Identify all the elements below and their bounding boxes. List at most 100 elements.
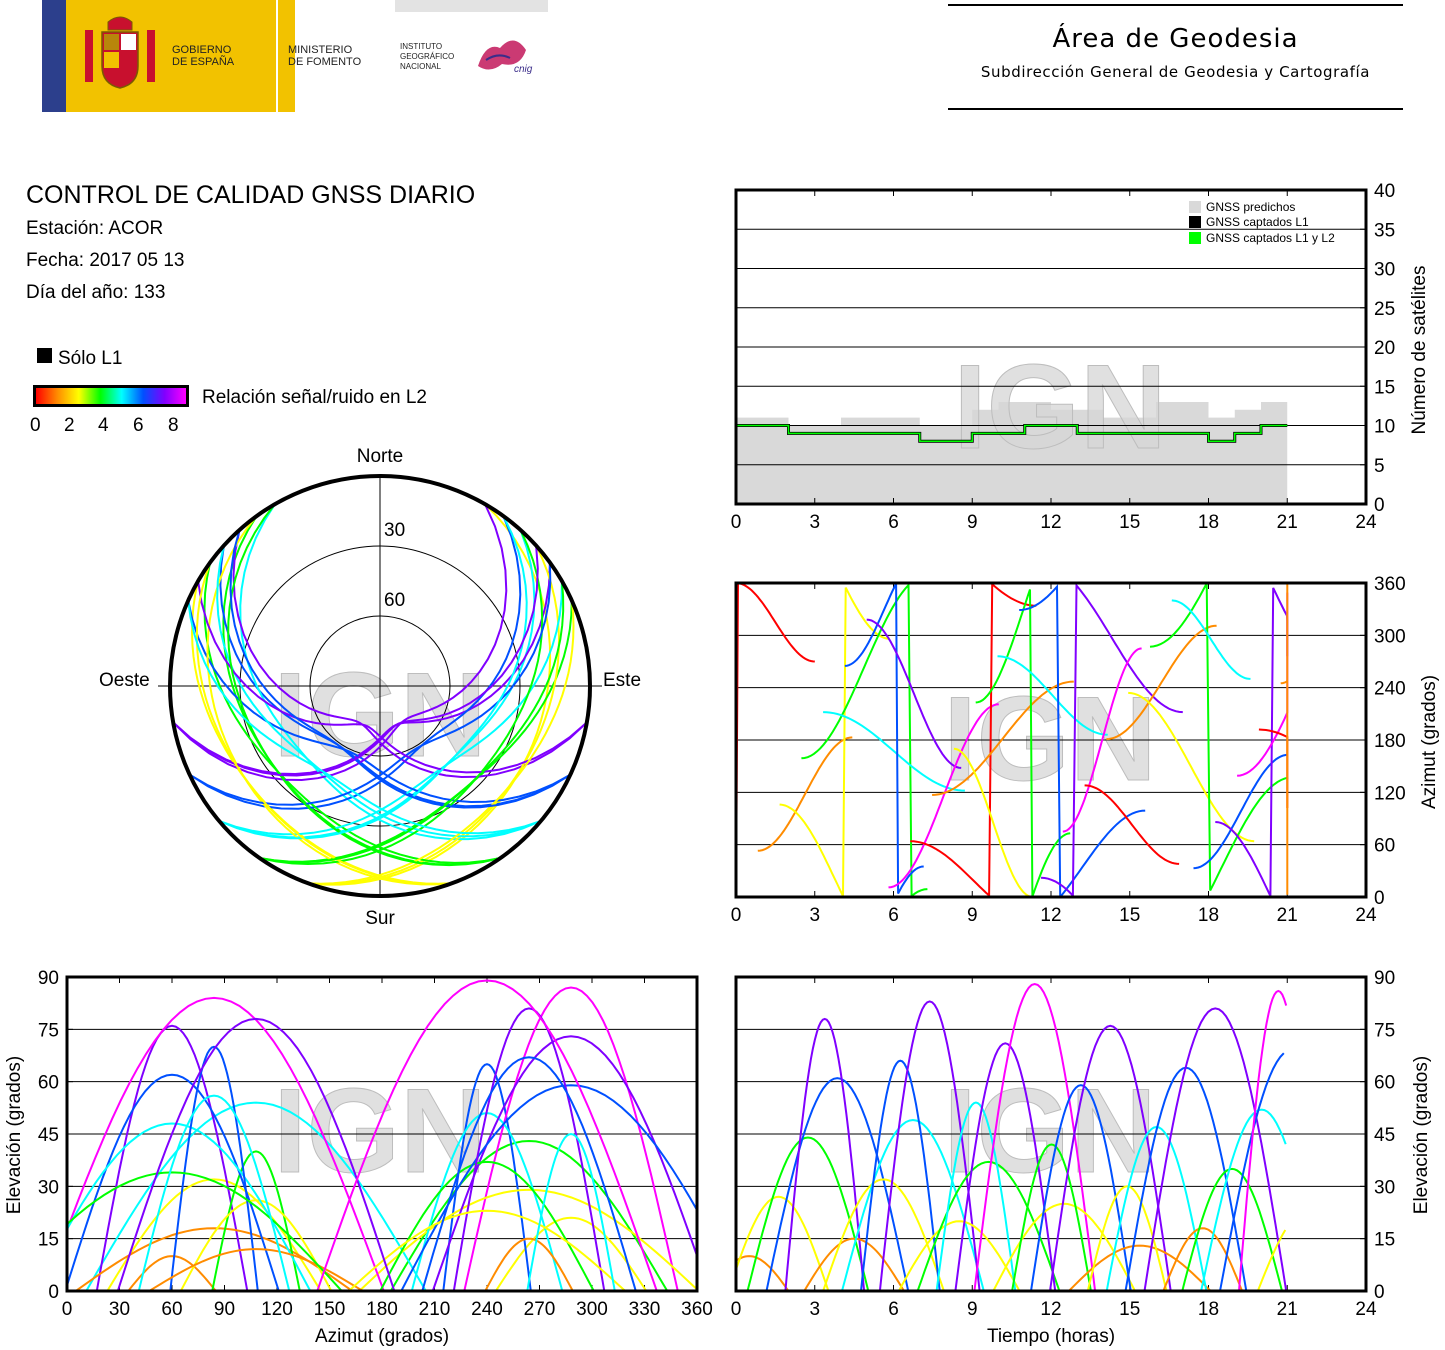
- area-subtitle: Subdirección General de Geodesia y Carto…: [980, 63, 1371, 81]
- elt-xlabel: Tiempo (horas): [986, 1326, 1116, 1347]
- elevation-azimuth-track: [348, 1209, 626, 1291]
- xtick-label: 150: [314, 1299, 346, 1320]
- azimuth-tracks: [736, 583, 1289, 897]
- date-label: Fecha: 2017 05 13: [26, 250, 185, 271]
- flag-stripe: [42, 0, 66, 112]
- elevation-azimuth-track: [421, 1056, 637, 1291]
- elevation-time-track: [992, 1202, 1136, 1291]
- snr-tick-6: 6: [133, 415, 144, 436]
- logo-top-bar: [395, 0, 548, 12]
- elevation-time-track: [736, 1255, 790, 1291]
- ytick-label: 15: [1374, 1230, 1395, 1251]
- ign-watermark: IGN: [953, 340, 1166, 474]
- xtick-label: 240: [471, 1299, 503, 1320]
- elevation-time-track: [1011, 1143, 1092, 1291]
- sky-ring-60-label: 60: [384, 590, 406, 611]
- ytick-label: 10: [1374, 417, 1395, 438]
- plot-frame: [734, 188, 1368, 506]
- xtick-label: 6: [888, 905, 899, 926]
- sky-track: [197, 580, 588, 774]
- ytick-label: 240: [1374, 679, 1406, 700]
- xtick-label: 21: [1277, 512, 1298, 533]
- ytick-label: 60: [1374, 836, 1395, 857]
- xtick-label: 0: [731, 512, 742, 533]
- plot-frame: [65, 975, 699, 1293]
- elevation-azimuth-track: [67, 1073, 280, 1291]
- ign-watermark: IGN: [273, 1064, 486, 1198]
- legend-predicted-label: GNSS predichos: [1206, 200, 1296, 214]
- xtick-label: 120: [261, 1299, 293, 1320]
- ytick-label: 15: [38, 1230, 59, 1251]
- azimuth-track: [1280, 583, 1289, 895]
- sky-track: [187, 600, 542, 835]
- logo-divider: [276, 0, 278, 112]
- legend-l1l2-swatch: [1189, 232, 1201, 244]
- ytick-label: 40: [1374, 181, 1395, 202]
- elevation-azimuth-track: [116, 1017, 396, 1291]
- legend-l1l2-label: GNSS captados L1 y L2: [1206, 231, 1335, 245]
- elevation-azimuth-track: [67, 1122, 312, 1291]
- ytick-label: 60: [38, 1073, 59, 1094]
- elevation-time-track: [841, 1118, 985, 1291]
- elevation-azimuth-track: [67, 1171, 343, 1291]
- plot-frame: [734, 581, 1368, 899]
- azimuth-track: [910, 583, 1037, 897]
- ytick-label: 0: [48, 1282, 59, 1303]
- sky-west-label: Oeste: [99, 670, 150, 691]
- elevation-time-track: [736, 1195, 830, 1291]
- azimuth-track: [1062, 647, 1142, 833]
- ytick-label: 45: [38, 1125, 59, 1146]
- elevation-azimuth-track: [452, 1007, 606, 1291]
- xtick-label: 6: [888, 1299, 899, 1320]
- ytick-label: 90: [1374, 968, 1395, 989]
- legend-l1-swatch: [37, 348, 52, 363]
- sky-track: [216, 545, 542, 838]
- sky-track: [259, 580, 565, 864]
- azimuth-track: [1149, 583, 1289, 891]
- sky-track: [218, 580, 563, 836]
- xtick-label: 3: [809, 512, 820, 533]
- xtick-label: 21: [1277, 1299, 1298, 1320]
- elevation-time-track: [1238, 989, 1288, 1291]
- satellite-count-plot: IGN 0 5 10 15 20 25 30 35 40 0 3 6 9 12 15 18 21 24: [731, 181, 1395, 533]
- gov-logo-text: GOBIERNO DE ESPAÑA: [172, 44, 235, 68]
- horizon-circle: [168, 474, 592, 898]
- xtick-label: 360: [681, 1299, 713, 1320]
- ytick-label: 30: [1374, 1177, 1395, 1198]
- sky-track: [218, 515, 528, 840]
- azimuth-track: [953, 747, 1033, 897]
- xtick-label: 270: [524, 1299, 556, 1320]
- sky-track: [229, 529, 571, 809]
- elevation-azimuth-track: [358, 1188, 697, 1291]
- legend-l1-count-swatch: [1189, 216, 1201, 228]
- snr-tick-4: 4: [98, 415, 109, 436]
- elaz-xlabel: Azimut (grados): [314, 1326, 450, 1347]
- xtick-label: 3: [809, 1299, 820, 1320]
- ytick-label: 15: [1374, 377, 1395, 398]
- sky-track: [172, 545, 539, 777]
- azimuth-track: [975, 589, 1071, 897]
- ytick-label: 0: [1374, 495, 1385, 516]
- ytick-label: 30: [38, 1177, 59, 1198]
- elevation-azimuth-track: [179, 1199, 333, 1291]
- ytick-label: 20: [1374, 338, 1395, 359]
- institute-logo-text: INSTITUTO GEOGRÁFICO NACIONAL: [400, 42, 455, 71]
- xtick-label: 90: [214, 1299, 235, 1320]
- elevation-time-track: [1030, 1084, 1132, 1291]
- header-rule-bottom: [948, 108, 1403, 110]
- sky-track: [189, 562, 552, 806]
- elevation-time-track: [897, 1220, 1021, 1291]
- xtick-label: 330: [629, 1299, 661, 1320]
- xtick-label: 24: [1355, 512, 1377, 533]
- xtick-label: 210: [419, 1299, 451, 1320]
- ytick-label: 180: [1374, 731, 1406, 752]
- ytick-label: 0: [1374, 1282, 1385, 1303]
- sky-tracks: [172, 503, 588, 886]
- azimuth-track: [1019, 584, 1146, 897]
- elevation-azimuth-track: [484, 1237, 574, 1291]
- xtick-label: 9: [967, 512, 978, 533]
- ministry-logo-text: MINISTERIO DE FOMENTO: [288, 44, 362, 68]
